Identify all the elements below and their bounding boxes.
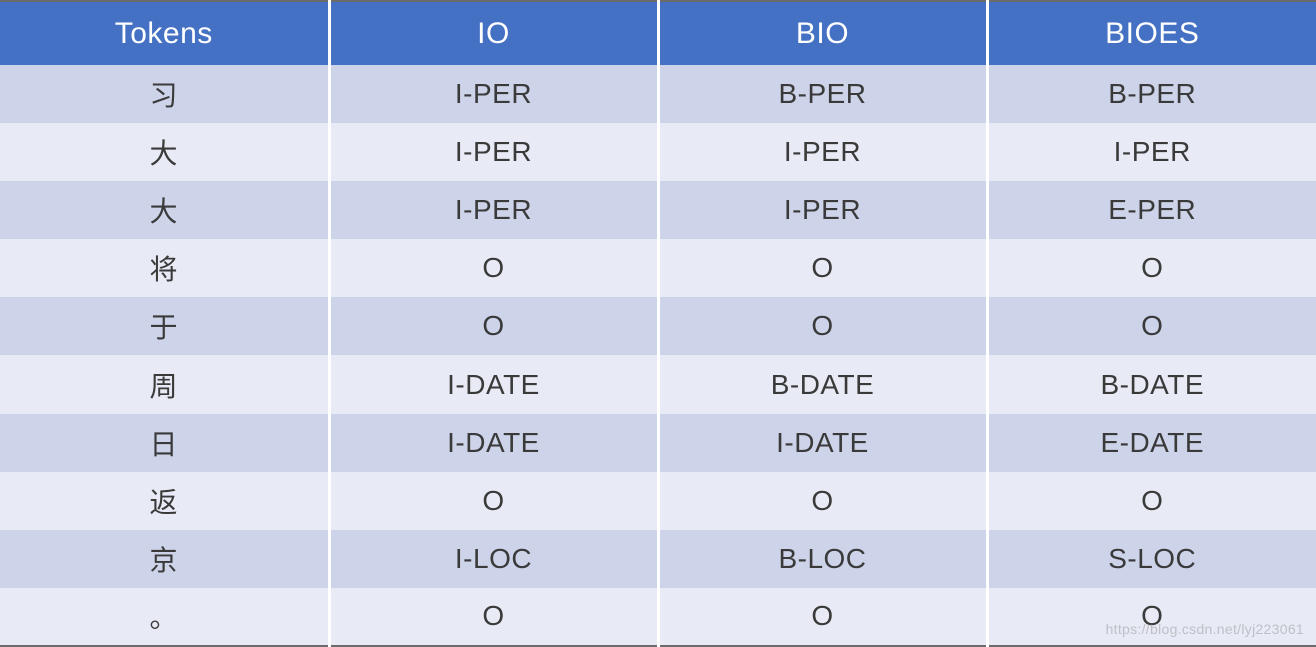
cell-bio: I-PER — [658, 181, 987, 239]
table-row: 大 I-PER I-PER E-PER — [0, 181, 1316, 239]
cell-io: I-LOC — [329, 530, 658, 588]
cell-bioes: B-DATE — [987, 355, 1316, 413]
cell-bioes: B-PER — [987, 65, 1316, 123]
cell-token: 日 — [0, 414, 329, 472]
col-header-bioes: BIOES — [987, 1, 1316, 65]
cell-bioes: O — [987, 297, 1316, 355]
cell-io: I-PER — [329, 65, 658, 123]
col-header-bio: BIO — [658, 1, 987, 65]
cell-bioes: O — [987, 239, 1316, 297]
table-row: 将 O O O — [0, 239, 1316, 297]
cell-bioes: I-PER — [987, 123, 1316, 181]
cell-bioes: O — [987, 588, 1316, 646]
table-header-row: Tokens IO BIO BIOES — [0, 1, 1316, 65]
cell-token: 将 — [0, 239, 329, 297]
col-header-tokens: Tokens — [0, 1, 329, 65]
table-row: 京 I-LOC B-LOC S-LOC — [0, 530, 1316, 588]
cell-bio: O — [658, 588, 987, 646]
cell-bioes: E-DATE — [987, 414, 1316, 472]
cell-bioes: S-LOC — [987, 530, 1316, 588]
table-row: 周 I-DATE B-DATE B-DATE — [0, 355, 1316, 413]
cell-io: I-DATE — [329, 355, 658, 413]
cell-io: O — [329, 297, 658, 355]
cell-bio: O — [658, 297, 987, 355]
cell-token: 京 — [0, 530, 329, 588]
cell-bio: I-PER — [658, 123, 987, 181]
col-header-io: IO — [329, 1, 658, 65]
cell-io: O — [329, 472, 658, 530]
cell-bio: I-DATE — [658, 414, 987, 472]
cell-token: 周 — [0, 355, 329, 413]
cell-bio: B-PER — [658, 65, 987, 123]
cell-io: I-PER — [329, 123, 658, 181]
cell-token: 。 — [0, 588, 329, 646]
cell-bioes: E-PER — [987, 181, 1316, 239]
cell-token: 大 — [0, 123, 329, 181]
cell-token: 大 — [0, 181, 329, 239]
cell-io: I-DATE — [329, 414, 658, 472]
cell-bio: B-LOC — [658, 530, 987, 588]
cell-bioes: O — [987, 472, 1316, 530]
ner-tagging-table: Tokens IO BIO BIOES 习 I-PER B-PER B-PER … — [0, 0, 1316, 647]
table-row: 大 I-PER I-PER I-PER — [0, 123, 1316, 181]
table-row: 返 O O O — [0, 472, 1316, 530]
cell-bio: B-DATE — [658, 355, 987, 413]
table-row: 。 O O O — [0, 588, 1316, 646]
cell-bio: O — [658, 472, 987, 530]
cell-bio: O — [658, 239, 987, 297]
cell-token: 习 — [0, 65, 329, 123]
cell-io: I-PER — [329, 181, 658, 239]
table-row: 日 I-DATE I-DATE E-DATE — [0, 414, 1316, 472]
table-row: 于 O O O — [0, 297, 1316, 355]
cell-io: O — [329, 588, 658, 646]
cell-io: O — [329, 239, 658, 297]
cell-token: 于 — [0, 297, 329, 355]
table-row: 习 I-PER B-PER B-PER — [0, 65, 1316, 123]
cell-token: 返 — [0, 472, 329, 530]
table-body: 习 I-PER B-PER B-PER 大 I-PER I-PER I-PER … — [0, 65, 1316, 646]
